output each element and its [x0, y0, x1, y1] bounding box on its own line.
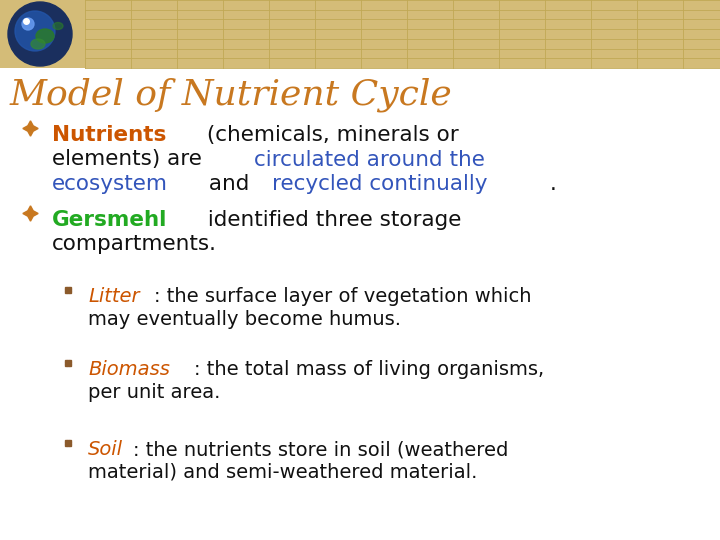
Text: .: .: [550, 174, 557, 194]
Text: per unit area.: per unit area.: [88, 383, 220, 402]
Text: circulated around the: circulated around the: [254, 150, 485, 170]
Ellipse shape: [53, 23, 63, 30]
Text: material) and semi-weathered material.: material) and semi-weathered material.: [88, 463, 477, 482]
Text: and: and: [202, 174, 256, 194]
Text: (chemicals, minerals or: (chemicals, minerals or: [199, 125, 459, 145]
Text: : the nutrients store in soil (weathered: : the nutrients store in soil (weathered: [133, 440, 508, 459]
Text: identified three storage: identified three storage: [201, 210, 462, 230]
Text: Model of Nutrient Cycle: Model of Nutrient Cycle: [10, 78, 453, 112]
Text: recycled continually: recycled continually: [271, 174, 487, 194]
Text: Nutrients: Nutrients: [52, 125, 166, 145]
Text: may eventually become humus.: may eventually become humus.: [88, 310, 401, 329]
Text: Gersmehl: Gersmehl: [52, 210, 167, 230]
Ellipse shape: [31, 39, 45, 49]
Ellipse shape: [36, 29, 54, 43]
Circle shape: [15, 11, 55, 51]
Text: Biomass: Biomass: [88, 360, 170, 379]
Circle shape: [22, 18, 34, 30]
Text: compartments.: compartments.: [52, 234, 217, 254]
Text: elements) are: elements) are: [52, 150, 209, 170]
Circle shape: [8, 2, 72, 66]
Text: Litter: Litter: [88, 287, 140, 306]
Text: ecosystem: ecosystem: [52, 174, 168, 194]
Text: : the surface layer of vegetation which: : the surface layer of vegetation which: [155, 287, 532, 306]
Text: : the total mass of living organisms,: : the total mass of living organisms,: [194, 360, 544, 379]
FancyBboxPatch shape: [0, 0, 720, 68]
Text: Soil: Soil: [88, 440, 123, 459]
